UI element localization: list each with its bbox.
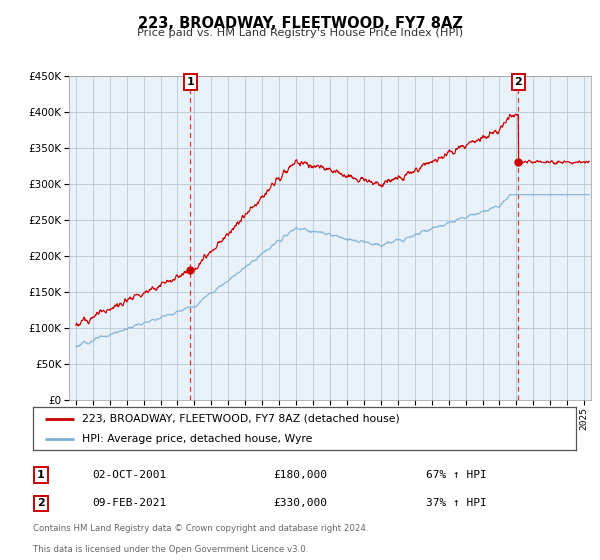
Text: 1: 1 — [37, 470, 44, 480]
Text: This data is licensed under the Open Government Licence v3.0.: This data is licensed under the Open Gov… — [33, 545, 308, 554]
Text: £180,000: £180,000 — [273, 470, 327, 480]
Text: 1: 1 — [187, 77, 194, 87]
Text: 02-OCT-2001: 02-OCT-2001 — [92, 470, 166, 480]
Text: 2: 2 — [515, 77, 523, 87]
Text: £330,000: £330,000 — [273, 498, 327, 508]
Text: 67% ↑ HPI: 67% ↑ HPI — [425, 470, 487, 480]
Text: 223, BROADWAY, FLEETWOOD, FY7 8AZ: 223, BROADWAY, FLEETWOOD, FY7 8AZ — [137, 16, 463, 31]
Text: HPI: Average price, detached house, Wyre: HPI: Average price, detached house, Wyre — [82, 434, 312, 444]
Text: 09-FEB-2021: 09-FEB-2021 — [92, 498, 166, 508]
Text: 2: 2 — [37, 498, 44, 508]
Text: Contains HM Land Registry data © Crown copyright and database right 2024.: Contains HM Land Registry data © Crown c… — [33, 524, 368, 533]
Text: 37% ↑ HPI: 37% ↑ HPI — [425, 498, 487, 508]
Text: 223, BROADWAY, FLEETWOOD, FY7 8AZ (detached house): 223, BROADWAY, FLEETWOOD, FY7 8AZ (detac… — [82, 414, 400, 423]
Text: Price paid vs. HM Land Registry's House Price Index (HPI): Price paid vs. HM Land Registry's House … — [137, 28, 463, 38]
